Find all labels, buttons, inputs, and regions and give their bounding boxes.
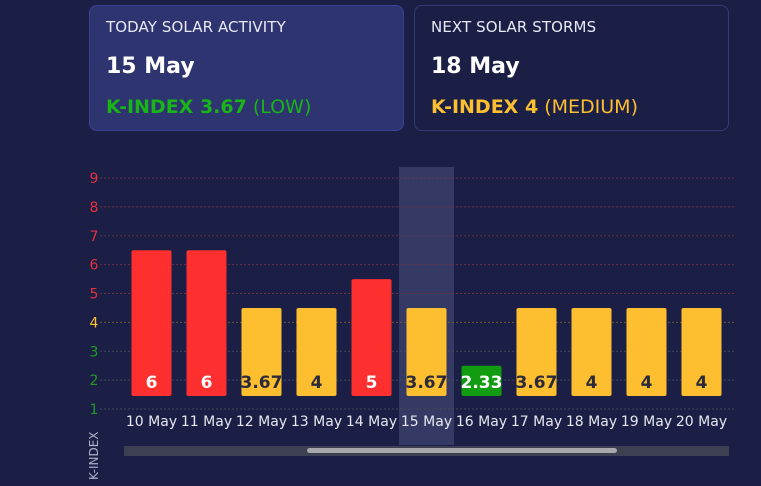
x-tick-label: 19 May (621, 414, 672, 430)
next-kindex-value: K-INDEX 4 (431, 96, 539, 118)
bar (571, 307, 612, 396)
y-tick-label: 1 (90, 402, 99, 418)
y-tick-label: 3 (90, 344, 99, 360)
x-tick-label: 17 May (511, 414, 562, 430)
x-tick-label: 11 May (181, 414, 232, 430)
today-kindex: K-INDEX 3.67 (LOW) (106, 96, 311, 118)
bar (241, 307, 282, 396)
x-tick-label: 18 May (566, 414, 617, 430)
bar (296, 307, 337, 396)
bar (681, 307, 722, 396)
bar-value-label: 4 (641, 373, 653, 393)
y-tick-label: 6 (90, 258, 99, 274)
chart-horizontal-scrollbar[interactable] (124, 446, 729, 456)
bar (461, 365, 502, 396)
y-tick-label: 8 (90, 200, 99, 216)
bar-value-label: 6 (201, 373, 213, 393)
bar-value-label: 6 (146, 373, 158, 393)
bar (516, 307, 557, 396)
y-tick-label: 9 (90, 171, 99, 187)
x-tick-label: 14 May (346, 414, 397, 430)
y-tick-label: 5 (90, 287, 99, 303)
bar-value-label: 5 (366, 373, 378, 393)
bar-value-label: 3.67 (406, 373, 448, 393)
bar (186, 250, 227, 396)
next-card-title: NEXT SOLAR STORMS (431, 18, 597, 36)
bar-value-label: 3.67 (516, 373, 558, 393)
today-solar-activity-card: TODAY SOLAR ACTIVITY 15 May K-INDEX 3.67… (89, 5, 404, 131)
bar-value-label: 4 (696, 373, 708, 393)
bar (351, 279, 392, 396)
next-kindex-level: (MEDIUM) (544, 96, 638, 118)
bar-value-label: 2.33 (461, 373, 503, 393)
bar-value-label: 4 (586, 373, 598, 393)
x-tick-label: 15 May (401, 414, 452, 430)
bar (131, 250, 172, 396)
next-card-date: 18 May (431, 54, 520, 79)
x-tick-label: 13 May (291, 414, 342, 430)
bar (406, 307, 447, 396)
next-solar-storms-card: NEXT SOLAR STORMS 18 May K-INDEX 4 (MEDI… (414, 5, 729, 131)
x-tick-label: 20 May (676, 414, 727, 430)
y-tick-label: 4 (90, 315, 99, 331)
today-kindex-level: (LOW) (252, 96, 312, 118)
scrollbar-thumb[interactable] (307, 448, 617, 453)
x-tick-label: 10 May (126, 414, 177, 430)
next-kindex: K-INDEX 4 (MEDIUM) (431, 96, 638, 118)
y-axis-label: K-INDEX (87, 432, 101, 481)
x-tick-label: 12 May (236, 414, 287, 430)
y-tick-label: 7 (90, 229, 99, 245)
today-card-date: 15 May (106, 54, 195, 79)
today-card-title: TODAY SOLAR ACTIVITY (106, 18, 286, 36)
bar-value-label: 3.67 (241, 373, 283, 393)
today-kindex-value: K-INDEX 3.67 (106, 96, 247, 118)
x-tick-label: 16 May (456, 414, 507, 430)
bar (626, 307, 667, 396)
highlight-band (399, 167, 454, 445)
bar-value-label: 4 (311, 373, 323, 393)
y-tick-label: 2 (90, 373, 99, 389)
